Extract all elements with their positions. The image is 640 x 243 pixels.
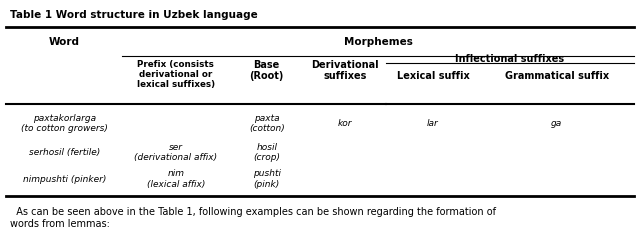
Text: Prefix (consists
derivational or
lexical suffixes): Prefix (consists derivational or lexical… — [137, 60, 215, 89]
Text: Word: Word — [49, 37, 80, 47]
Text: Table 1 Word structure in Uzbek language: Table 1 Word structure in Uzbek language — [10, 10, 257, 20]
Text: Grammatical suffix: Grammatical suffix — [505, 71, 609, 81]
Text: ga: ga — [551, 119, 563, 128]
Text: paxta
(cotton): paxta (cotton) — [249, 114, 285, 133]
Text: nimpushti (pinker): nimpushti (pinker) — [23, 175, 106, 184]
Text: pushti
(pink): pushti (pink) — [253, 169, 281, 189]
Text: hosil
(crop): hosil (crop) — [253, 143, 280, 162]
Text: Lexical suffix: Lexical suffix — [397, 71, 469, 81]
Text: Base
(Root): Base (Root) — [250, 60, 284, 81]
Text: kor: kor — [338, 119, 353, 128]
Text: Derivational
suffixes: Derivational suffixes — [311, 60, 379, 81]
Text: Morphemes: Morphemes — [344, 37, 412, 47]
Text: Inflectional suffixes: Inflectional suffixes — [455, 54, 564, 64]
Text: As can be seen above in the Table 1, following examples can be shown regarding t: As can be seen above in the Table 1, fol… — [10, 207, 495, 228]
Text: nim
(lexical affix): nim (lexical affix) — [147, 169, 205, 189]
Text: serhosil (fertile): serhosil (fertile) — [29, 148, 100, 157]
Text: ser
(derivational affix): ser (derivational affix) — [134, 143, 218, 162]
Text: lar: lar — [427, 119, 439, 128]
Text: paxtakorlarga
(to cotton growers): paxtakorlarga (to cotton growers) — [21, 114, 108, 133]
